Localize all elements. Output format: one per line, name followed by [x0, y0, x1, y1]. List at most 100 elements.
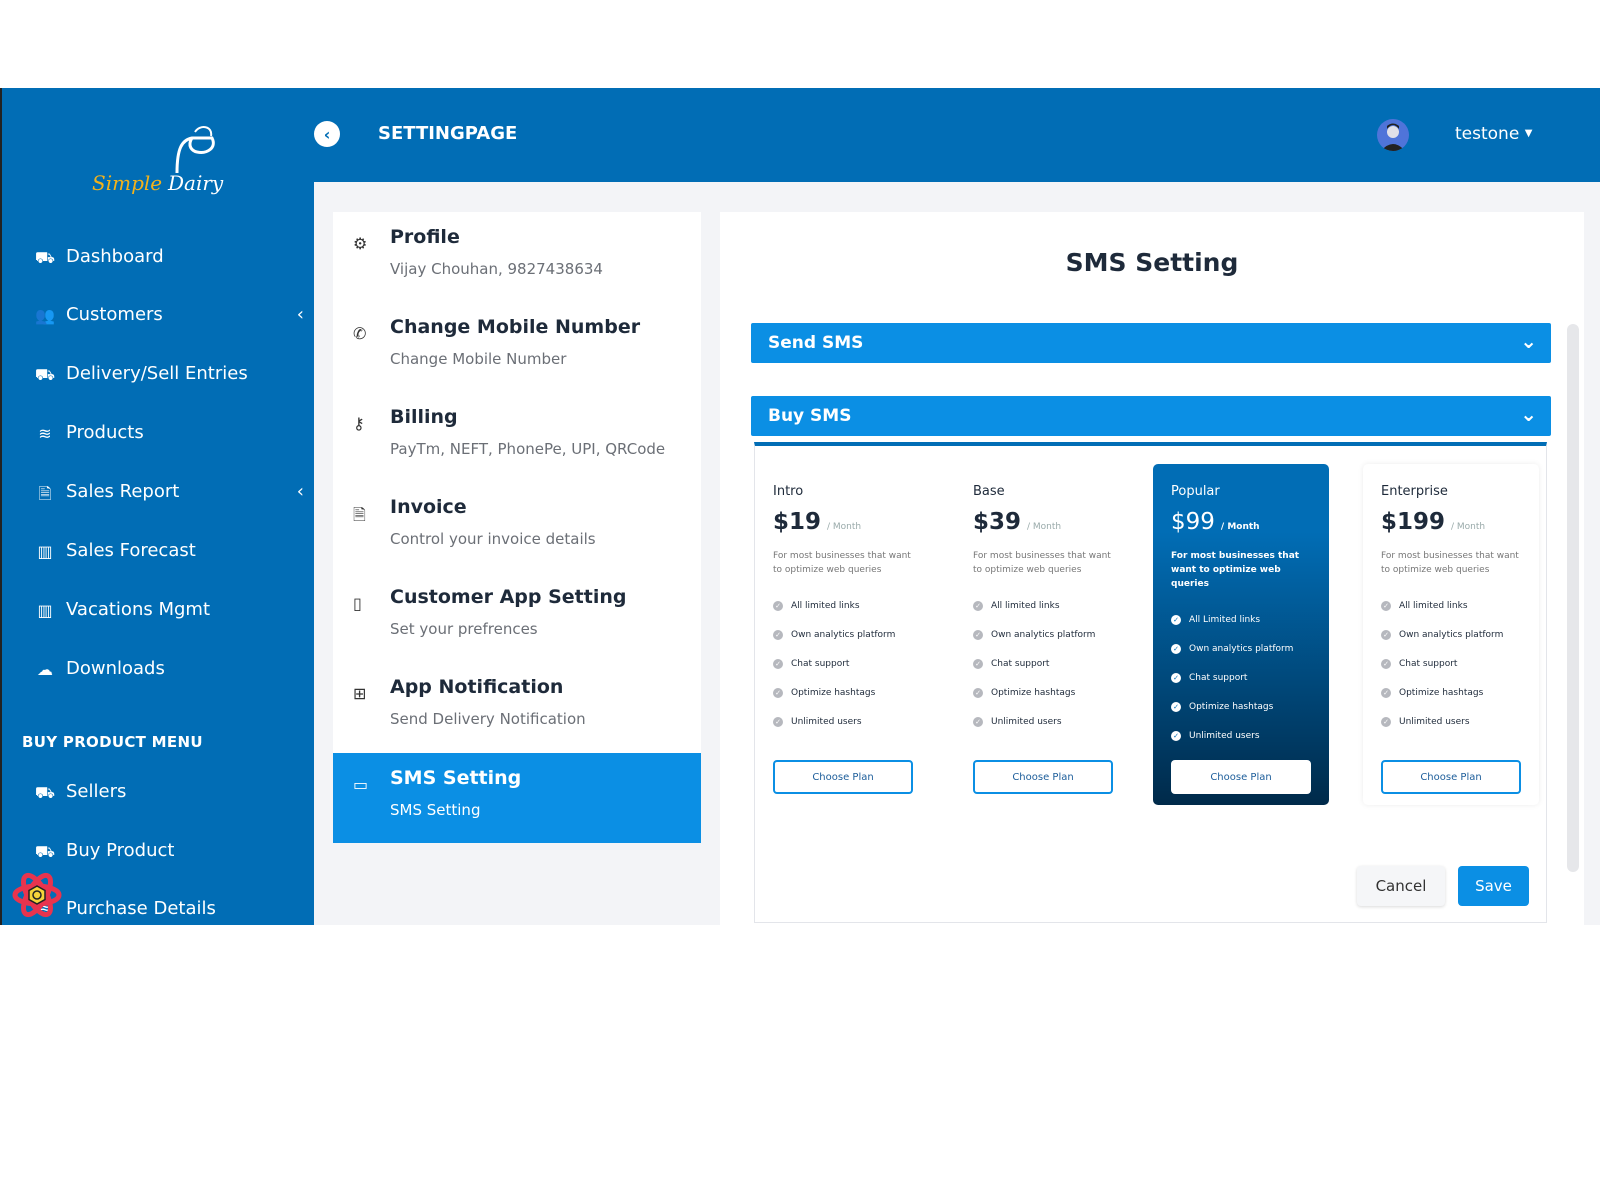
- plan-card-enterprise: Enterprise $199 / Month For most businesses…: [1363, 464, 1539, 805]
- feature-item: ✓ All limited links: [773, 601, 913, 630]
- feature-item: ✓ Own analytics platform: [773, 630, 913, 659]
- avatar[interactable]: [1377, 119, 1409, 151]
- check-circle-icon: ✓: [973, 630, 983, 640]
- sidebar-item-label: Vacations Mgmt: [66, 599, 210, 620]
- truck-icon: ⛟: [34, 841, 56, 861]
- price-period: / Month: [827, 522, 862, 532]
- settings-item-app-notification[interactable]: ⊞ App Notification Send Delivery Notificat…: [333, 662, 701, 752]
- feature-item: ✓ Unlimited users: [1381, 717, 1521, 746]
- scrollbar[interactable]: [1567, 324, 1579, 872]
- plan-name: Enterprise: [1381, 484, 1448, 499]
- feature-label: All limited links: [1399, 601, 1468, 611]
- sidebar-item-sellers[interactable]: ⛟ Sellers: [34, 781, 304, 802]
- users-icon: 👥: [35, 305, 55, 325]
- feature-item: ✓ Chat support: [773, 659, 913, 688]
- chevron-left-icon: ‹: [296, 481, 304, 502]
- phone-icon: ✆: [353, 324, 367, 343]
- sms-setting-card: SMS Setting Send SMS ⌄ Buy SMS ⌄ Intro $19 /…: [720, 212, 1584, 925]
- feature-label: Optimize hashtags: [1189, 702, 1274, 712]
- sidebar-item-sales-report[interactable]: 🗎 Sales Report ‹: [34, 481, 304, 503]
- check-circle-icon: ✓: [1171, 644, 1181, 654]
- settings-item-title: App Notification: [390, 676, 564, 698]
- settings-item-change-mobile-number[interactable]: ✆ Change Mobile Number Change Mobile Numbe…: [333, 302, 701, 392]
- settings-item-profile[interactable]: ⚙ Profile Vijay Chouhan, 9827438634: [333, 212, 701, 302]
- sidebar-item-sales-forecast[interactable]: ▥ Sales Forecast: [34, 540, 304, 561]
- feature-label: Own analytics platform: [791, 630, 896, 640]
- settings-menu: ⚙ Profile Vijay Chouhan, 9827438634 ✆ Change…: [333, 212, 701, 843]
- chevron-down-icon: ⌄: [1520, 329, 1537, 353]
- check-circle-icon: ✓: [1381, 688, 1391, 698]
- feature-item: ✓ Unlimited users: [1171, 731, 1311, 760]
- sidebar-item-purchase-details[interactable]: ≋ Purchase Details: [34, 898, 304, 919]
- document-icon: 🗎: [353, 505, 366, 524]
- check-circle-icon: ✓: [773, 601, 783, 611]
- choose-plan-button[interactable]: Choose Plan: [1171, 760, 1311, 794]
- react-devtools-icon[interactable]: [12, 870, 62, 920]
- sidebar-item-label: Customers: [66, 304, 163, 325]
- plan-description: For most businesses that want to optimiz…: [773, 551, 911, 575]
- feature-item: ✓ All limited links: [973, 601, 1113, 630]
- settings-item-billing[interactable]: ⚷ Billing PayTm, NEFT, PhonePe, UPI, QRCod…: [333, 392, 701, 482]
- feature-list: ✓ All limited links ✓ Own analytics platfor…: [773, 601, 913, 746]
- feature-label: All limited links: [991, 601, 1060, 611]
- feature-item: ✓ Optimize hashtags: [973, 688, 1113, 717]
- section-heading: BUY PRODUCT MENU: [22, 733, 203, 751]
- truck-icon: ⛟: [34, 247, 56, 267]
- feature-list: ✓ All limited links ✓ Own analytics platfor…: [973, 601, 1113, 746]
- sidebar: Simple Dairy ⛟ Dashboard 👥 Customers ‹ ⛟ Deliv…: [0, 88, 314, 925]
- feature-item: ✓ Unlimited users: [773, 717, 913, 746]
- settings-item-customer-app-setting[interactable]: ▯ Customer App Setting Set your prefrences: [333, 572, 701, 662]
- settings-item-invoice[interactable]: 🗎 Invoice Control your invoice details: [333, 482, 701, 572]
- sidebar-item-label: Delivery/Sell Entries: [66, 363, 248, 384]
- feature-label: Chat support: [1399, 659, 1458, 669]
- cancel-button[interactable]: Cancel: [1357, 866, 1445, 906]
- top-whitespace: [0, 0, 1600, 88]
- settings-item-sms-setting[interactable]: ▭ SMS Setting SMS Setting: [333, 753, 701, 843]
- svg-text:Simple: Simple: [92, 171, 162, 195]
- sidebar-item-delivery-sell-entries[interactable]: ⛟ Delivery/Sell Entries: [34, 363, 304, 384]
- buy-sms-accordion[interactable]: Buy SMS ⌄: [751, 396, 1551, 436]
- grid-icon: ⊞: [353, 684, 367, 703]
- choose-plan-button[interactable]: Choose Plan: [773, 760, 913, 794]
- choose-plan-button[interactable]: Choose Plan: [973, 760, 1113, 794]
- check-circle-icon: ✓: [773, 630, 783, 640]
- feature-label: Optimize hashtags: [791, 688, 876, 698]
- gear-icon: ⚙: [353, 234, 368, 253]
- send-sms-accordion[interactable]: Send SMS ⌄: [751, 323, 1551, 363]
- sidebar-item-vacations-mgmt[interactable]: ▥ Vacations Mgmt: [34, 599, 304, 620]
- save-button[interactable]: Save: [1458, 866, 1529, 906]
- price-period: / Month: [1220, 522, 1260, 532]
- user-menu[interactable]: testone ▼: [1455, 124, 1532, 144]
- price-period: / Month: [1451, 522, 1486, 532]
- sidebar-item-downloads[interactable]: ☁ Downloads: [34, 658, 304, 679]
- check-circle-icon: ✓: [973, 688, 983, 698]
- check-circle-icon: ✓: [773, 688, 783, 698]
- check-circle-icon: ✓: [1381, 630, 1391, 640]
- check-circle-icon: ✓: [1171, 731, 1181, 741]
- sidebar-item-buy-product[interactable]: ⛟ Buy Product: [34, 840, 304, 861]
- feature-label: Chat support: [791, 659, 850, 669]
- plan-price: $99 / Month: [1171, 509, 1311, 535]
- feature-label: Own analytics platform: [1399, 630, 1504, 640]
- sidebar-item-label: Purchase Details: [66, 898, 216, 919]
- settings-item-title: Change Mobile Number: [390, 316, 641, 338]
- feature-list: ✓ All Limited links ✓ Own analytics platfor…: [1171, 615, 1311, 760]
- svg-text:Dairy: Dairy: [167, 171, 224, 195]
- settings-item-subtitle: Control your invoice details: [390, 530, 596, 548]
- feature-label: Chat support: [991, 659, 1050, 669]
- sidebar-item-dashboard[interactable]: ⛟ Dashboard: [34, 246, 304, 267]
- back-button[interactable]: ‹: [314, 121, 340, 147]
- check-circle-icon: ✓: [1171, 702, 1181, 712]
- choose-plan-button[interactable]: Choose Plan: [1381, 760, 1521, 794]
- feature-label: Own analytics platform: [1189, 644, 1294, 654]
- card-title: SMS Setting: [1065, 248, 1239, 277]
- plan-name: Intro: [773, 484, 804, 499]
- feature-label: Unlimited users: [1399, 717, 1470, 727]
- sidebar-item-label: Sales Forecast: [66, 540, 196, 561]
- sidebar-item-products[interactable]: ≋ Products: [34, 422, 304, 443]
- sidebar-item-label: Products: [66, 422, 144, 443]
- settings-item-subtitle: Set your prefrences: [390, 620, 538, 638]
- check-circle-icon: ✓: [1381, 601, 1391, 611]
- feature-label: Own analytics platform: [991, 630, 1096, 640]
- sidebar-item-customers[interactable]: 👥 Customers ‹: [34, 304, 304, 325]
